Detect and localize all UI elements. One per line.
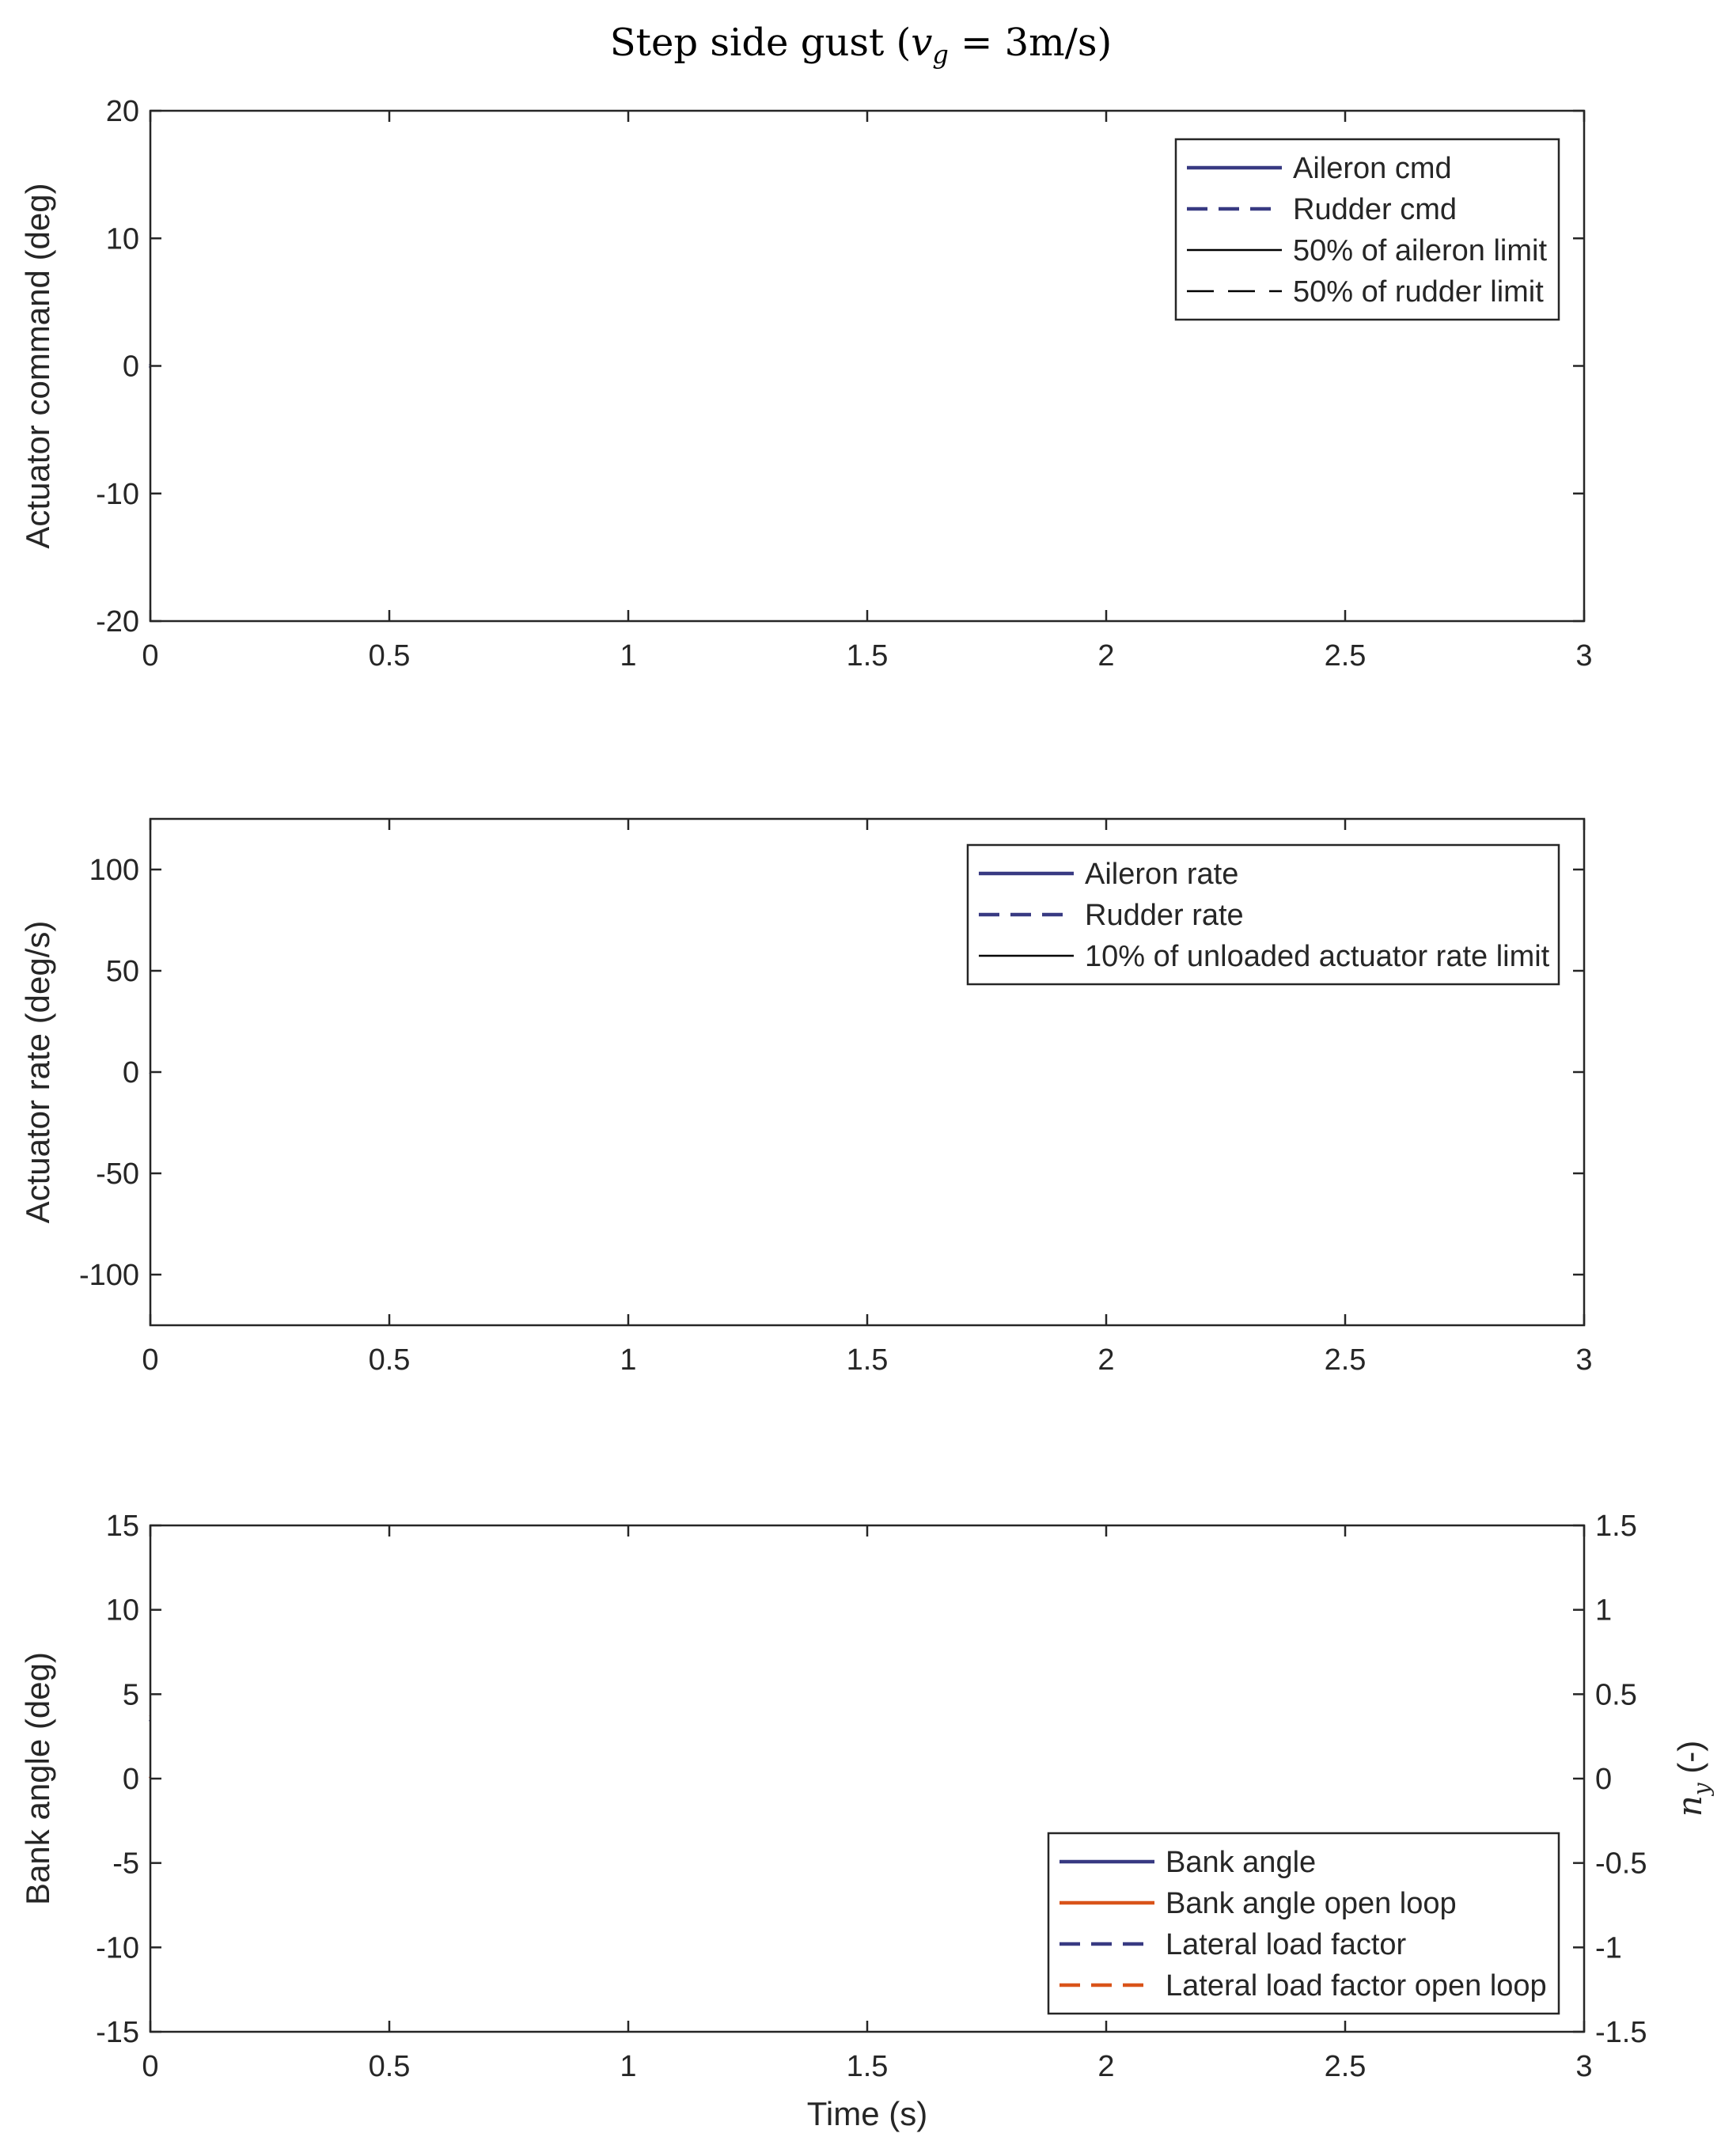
x-tick-label: 3 [1575, 2050, 1592, 2083]
actuator-rate-panel: 0 0.5 1 1.5 2 2.5 3 -100 -50 0 50 100 Actuator rate … [19, 817, 1593, 1377]
x-tick-label: 2.5 [1325, 1343, 1367, 1377]
x-tick-label: 1 [620, 1343, 636, 1377]
y-tick-label: 50 [106, 955, 139, 988]
x-tick-label: 0.5 [369, 1343, 411, 1377]
x-tick-label: 1.5 [847, 1343, 889, 1377]
legend-label: Bank angle [1166, 1846, 1316, 1879]
x-tick-label: 2.5 [1325, 639, 1367, 673]
figure-title: Step side gust (vg = 3m/s) [610, 21, 1112, 70]
y-tick-label: -20 [96, 605, 139, 638]
y-tick-label: -15 [96, 2016, 139, 2049]
title-suffix: = 3m/s) [949, 21, 1112, 65]
bank-angle-panel: 0 0.5 1 1.5 2 2.5 3 -15 -10 -5 0 5 10 15 -1.5 -1 -0.5 0 0.… [19, 1510, 1715, 2132]
y-right-tick-label: 1.5 [1595, 1510, 1637, 1543]
x-tick-label: 2 [1097, 639, 1114, 673]
y-tick-label: 0 [123, 1763, 139, 1796]
y-right-tick-label: -1 [1595, 1931, 1622, 1965]
y-axis-label: Bank angle (deg) [19, 1652, 56, 1905]
title-prefix: Step side gust ( [610, 21, 911, 65]
y-tick-label: 15 [106, 1510, 139, 1543]
y-right-tick-label: -0.5 [1595, 1847, 1647, 1881]
y-tick-label: 20 [106, 95, 139, 128]
x-tick-label: 2 [1097, 1343, 1114, 1377]
y-tick-label: 0 [123, 350, 139, 384]
y-axis-label: Actuator rate (deg/s) [19, 921, 56, 1224]
x-tick-label: 2 [1097, 2050, 1114, 2083]
y-tick-label: -5 [112, 1847, 139, 1881]
legend: Aileron rate Rudder rate 10% of unloaded a… [966, 843, 1560, 986]
legend-label: 50% of aileron limit [1293, 234, 1547, 267]
x-tick-label: 0.5 [369, 639, 411, 673]
y-right-tick-label: 0 [1595, 1763, 1612, 1796]
x-tick-label: 1 [620, 2050, 636, 2083]
x-axis-label: Time (s) [807, 2095, 927, 2132]
actuator-command-panel: 0 0.5 1 1.5 2 2.5 3 -20 -10 0 10 20 Actuator command… [19, 95, 1593, 673]
legend-label: Bank angle open loop [1166, 1887, 1457, 1920]
legend: Bank angle Bank angle open loop Lateral lo… [1047, 1832, 1560, 2015]
x-tick-label: 0.5 [369, 2050, 411, 2083]
x-tick-label: 0 [142, 2050, 158, 2083]
x-tick-label: 1.5 [847, 639, 889, 673]
legend-label: Rudder cmd [1293, 193, 1457, 226]
y-right-tick-label: 1 [1595, 1594, 1612, 1627]
y-axis-label: Actuator command (deg) [19, 183, 56, 548]
legend-label: Aileron cmd [1293, 152, 1452, 185]
legend-label: Lateral load factor [1166, 1928, 1407, 1961]
x-tick-label: 0 [142, 1343, 158, 1377]
title-var: v [911, 21, 932, 65]
x-tick-label: 3 [1575, 1343, 1592, 1377]
y-tick-label: -10 [96, 478, 139, 511]
y-tick-label: 100 [89, 854, 139, 887]
legend-label: Rudder rate [1085, 899, 1244, 932]
y-tick-label: -10 [96, 1931, 139, 1965]
x-tick-label: 1.5 [847, 2050, 889, 2083]
y-tick-label: -100 [79, 1259, 139, 1292]
legend-label: 10% of unloaded actuator rate limit [1085, 940, 1550, 973]
y-right-tick-label: -1.5 [1595, 2016, 1647, 2049]
x-tick-label: 3 [1575, 639, 1592, 673]
y-tick-label: -50 [96, 1158, 139, 1191]
x-tick-label: 0 [142, 639, 158, 673]
y-tick-label: 10 [106, 222, 139, 256]
x-tick-label: 2.5 [1325, 2050, 1367, 2083]
legend-box [966, 843, 1560, 986]
y-tick-label: 10 [106, 1594, 139, 1627]
x-tick-label: 1 [620, 639, 636, 673]
y-right-tick-label: 0.5 [1595, 1678, 1637, 1711]
legend-label: Lateral load factor open loop [1166, 1969, 1547, 2003]
y-tick-label: 5 [123, 1678, 139, 1711]
title-sub: g [932, 40, 948, 70]
y-right-axis-label: ny (-) [1670, 1741, 1715, 1817]
y-tick-label: 0 [123, 1056, 139, 1089]
legend: Aileron cmd Rudder cmd 50% of aileron limi… [1174, 138, 1560, 321]
legend-label: 50% of rudder limit [1293, 275, 1544, 309]
legend-label: Aileron rate [1085, 858, 1238, 891]
